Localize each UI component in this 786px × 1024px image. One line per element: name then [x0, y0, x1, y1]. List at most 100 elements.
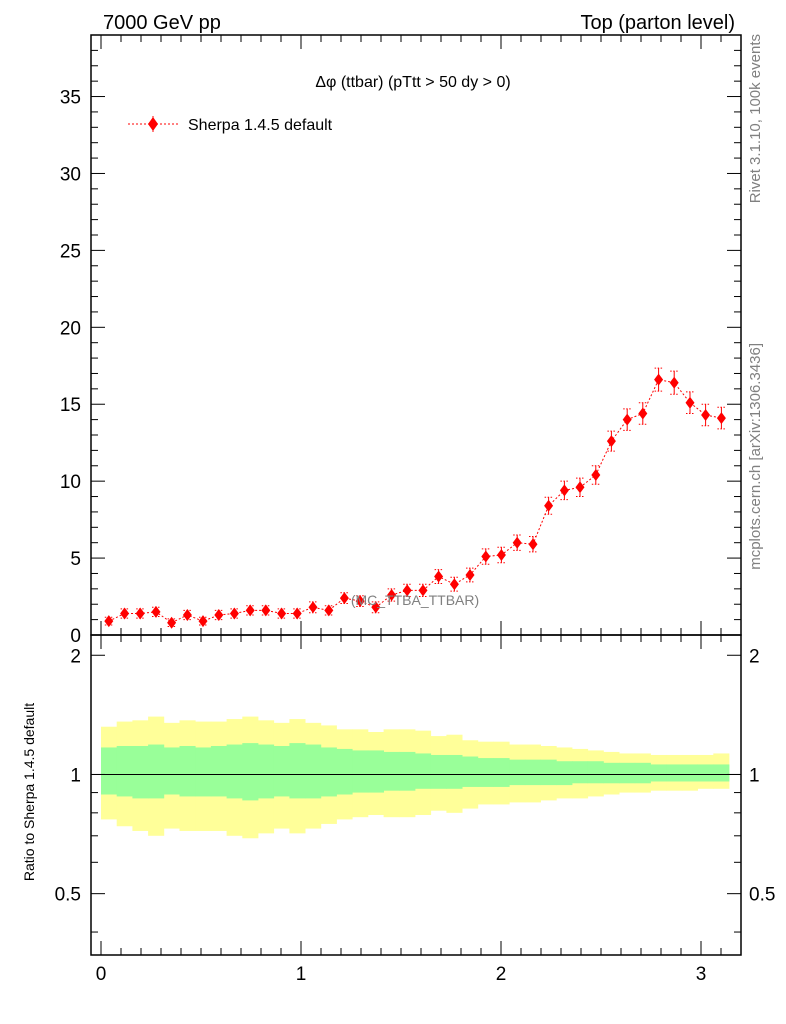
ratio-uncertainty-bands — [101, 716, 730, 839]
ratio-band-stat-bin — [305, 744, 322, 799]
data-point — [371, 601, 381, 614]
ratio-band-stat-bin — [336, 748, 353, 795]
ratio-band-stat-bin — [383, 751, 400, 791]
ratio-band-stat-bin — [210, 745, 227, 797]
data-point — [481, 550, 491, 563]
data-point — [654, 373, 664, 386]
data-point — [622, 413, 632, 426]
data-point — [465, 569, 475, 581]
ratio-band-stat-bin — [477, 758, 494, 787]
legend: Sherpa 1.4.5 default — [128, 116, 333, 134]
ratio-band-stat-bin — [226, 744, 243, 799]
ratio-band-stat-bin — [273, 745, 290, 797]
data-point — [120, 607, 130, 620]
plot-title: Δφ (ttbar) (pTtt > 50 dy > 0) — [315, 74, 510, 91]
ratio-x-tick-label: 1 — [296, 964, 307, 985]
data-point — [135, 607, 145, 620]
ratio-band-stat-bin — [399, 751, 416, 791]
ratio-band-stat-bin — [462, 756, 479, 787]
main-y-tick-label: 15 — [60, 395, 81, 416]
ratio-band-stat-bin — [681, 764, 698, 782]
ratio-band-stat-bin — [320, 747, 337, 797]
ratio-x-tick-label: 2 — [496, 964, 507, 985]
data-point — [575, 481, 585, 494]
ratio-y-tick-label-left: 2 — [70, 646, 81, 667]
data-point — [292, 607, 302, 620]
data-point — [669, 376, 679, 389]
ratio-band-stat-bin — [148, 744, 165, 799]
ratio-band-stat-bin — [179, 745, 196, 797]
data-point — [261, 604, 271, 617]
data-point — [716, 412, 726, 425]
series-connecting-line — [108, 379, 722, 624]
data-point — [214, 609, 224, 621]
ratio-y-tick-label-left: 0.5 — [55, 885, 81, 906]
ratio-band-stat-bin — [289, 743, 306, 799]
ratio-y-tick-label-left: 1 — [70, 765, 81, 786]
main-y-tick-label: 30 — [60, 164, 81, 185]
ratio-band-stat-bin — [352, 750, 369, 793]
ratio-y-tick-label-right: 2 — [749, 646, 760, 667]
main-y-tick-label: 10 — [60, 472, 81, 493]
data-point — [151, 605, 161, 618]
legend-marker — [148, 117, 158, 131]
ratio-band-stat-bin — [650, 764, 667, 782]
ratio-band-stat-bin — [116, 745, 133, 797]
analysis-watermark: (MC_TTBA_TTBAR) — [351, 592, 479, 608]
ratio-band-stat-bin — [587, 761, 604, 784]
ratio-y-tick-label-right: 1 — [749, 765, 760, 786]
data-point — [559, 484, 569, 497]
ratio-band-stat-bin — [634, 762, 651, 784]
ratio-band-stat-bin — [367, 750, 384, 793]
ratio-band-stat-bin — [242, 743, 259, 801]
ratio-band-stat-bin — [713, 764, 730, 782]
data-point — [182, 609, 192, 621]
data-point — [324, 604, 334, 617]
data-point — [339, 592, 349, 605]
ratio-band-stat-bin — [666, 764, 683, 782]
ratio-band-stat-bin — [509, 759, 526, 786]
main-y-tick-label: 35 — [60, 88, 81, 109]
data-point — [418, 584, 428, 597]
ratio-x-tick-label: 0 — [96, 964, 107, 985]
data-point — [591, 469, 601, 481]
data-point — [308, 601, 318, 614]
data-point — [387, 589, 397, 601]
data-point — [104, 615, 114, 628]
ratio-band-stat-bin — [572, 761, 589, 784]
ratio-band-stat-bin — [619, 762, 636, 784]
data-point — [606, 435, 616, 448]
data-point — [167, 616, 177, 629]
ratio-band-stat-bin — [540, 759, 557, 786]
ratio-band-stat-bin — [430, 754, 447, 789]
data-point — [544, 499, 554, 512]
ratio-band-stat-bin — [493, 758, 510, 787]
data-point — [638, 407, 648, 420]
main-y-tick-label: 20 — [60, 318, 81, 339]
ratio-band-stat-bin — [132, 745, 149, 799]
data-point — [402, 584, 412, 597]
data-point — [229, 607, 239, 620]
ratio-y-tick-label-right: 0.5 — [749, 885, 775, 906]
data-point — [528, 538, 538, 551]
ratio-band-stat-bin — [556, 761, 573, 786]
main-data-series — [104, 367, 726, 629]
data-point — [449, 578, 459, 591]
data-point — [245, 604, 255, 617]
ratio-band-stat-bin — [524, 759, 541, 786]
ratio-band-stat-bin — [415, 753, 432, 789]
main-y-tick-label: 0 — [70, 626, 81, 647]
ratio-band-stat-bin — [446, 754, 463, 789]
data-point — [198, 615, 208, 628]
ratio-plot-frame — [90, 634, 742, 956]
data-point — [512, 536, 522, 549]
ratio-band-stat-bin — [603, 762, 620, 784]
data-point — [277, 607, 287, 620]
ratio-x-tick-label: 3 — [696, 964, 707, 985]
ratio-band-stat-bin — [697, 764, 714, 782]
ratio-band-stat-bin — [101, 747, 118, 795]
source-label: mcplots.cern.ch [arXiv:1306.3436] — [747, 343, 764, 570]
main-y-tick-label: 25 — [60, 241, 81, 262]
data-point — [685, 396, 695, 409]
